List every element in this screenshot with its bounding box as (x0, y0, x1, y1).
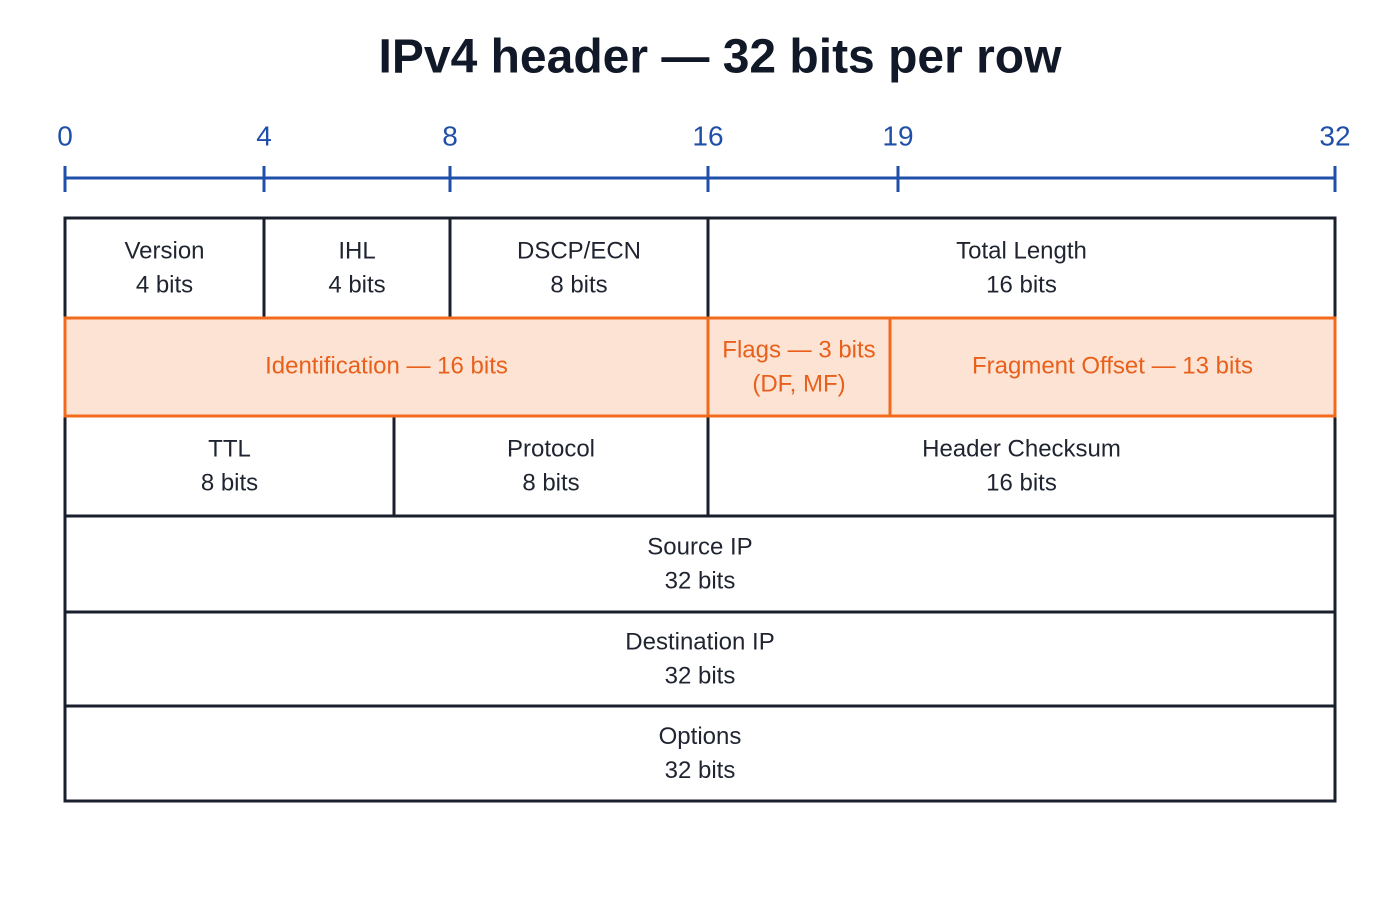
title: IPv4 header — 32 bits per row (379, 31, 1063, 84)
row-box (63, 610, 1337, 708)
ruler: 0 4 8 16 19 32 (57, 120, 1351, 192)
cell-text: IHL (338, 237, 375, 264)
cell-text: 32 bits (665, 567, 736, 594)
cell-text: 32 bits (665, 662, 736, 689)
cell-text: TTL (208, 435, 251, 462)
row: Source IP 32 bits (63, 514, 1337, 614)
ruler-label: 19 (882, 120, 913, 151)
cell-text: Source IP (647, 533, 752, 560)
cell-text: 8 bits (201, 469, 258, 496)
cell-text: 32 bits (665, 757, 736, 784)
ruler-label: 32 (1319, 120, 1350, 151)
cell-text: 4 bits (328, 271, 385, 298)
row-box (63, 704, 1337, 803)
cell-text: Identification — 16 bits (265, 352, 508, 379)
row: Options 32 bits (63, 704, 1337, 803)
cell-text: Version (124, 237, 204, 264)
cell-text: Protocol (507, 435, 595, 462)
ruler-label: 8 (442, 120, 458, 151)
row-box (63, 414, 1337, 518)
ruler-label: 4 (256, 120, 272, 151)
cell-text: 8 bits (550, 271, 607, 298)
cell-text: Flags — 3 bits (722, 336, 875, 363)
cell-text: Options (659, 723, 742, 750)
cell-text: DSCP/ECN (517, 237, 641, 264)
cell-text: 16 bits (986, 469, 1057, 496)
row: TTL 8 bits Protocol 8 bits Header Checksum 16… (63, 414, 1337, 518)
row-box (63, 316, 1337, 418)
row-highlighted: Identification — 16 bits Flags — 3 bits (D… (63, 316, 1337, 418)
cell-text: Destination IP (625, 628, 774, 655)
header-table: Version 4 bits IHL 4 bits DSCP/ECN 8 bits Tota… (63, 216, 1337, 803)
cell-text: Fragment Offset — 13 bits (972, 352, 1253, 379)
cell-text: Total Length (956, 237, 1087, 264)
cell-text: 4 bits (136, 271, 193, 298)
ruler-label: 0 (57, 120, 73, 151)
cell-text: 16 bits (986, 271, 1057, 298)
cell-text: (DF, MF) (752, 370, 845, 397)
ruler-label: 16 (692, 120, 723, 151)
row: Version 4 bits IHL 4 bits DSCP/ECN 8 bits Tota… (63, 216, 1337, 320)
row-box (63, 216, 1337, 320)
cell-text: Header Checksum (922, 435, 1121, 462)
row: Destination IP 32 bits (63, 610, 1337, 708)
row-box (63, 514, 1337, 614)
cell-text: 8 bits (522, 469, 579, 496)
